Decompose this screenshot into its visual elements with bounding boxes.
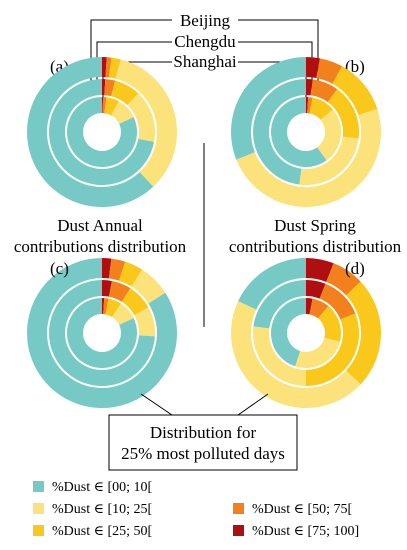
donut-chart-c	[26, 257, 177, 408]
ring-segment-beijing-class-4	[306, 258, 334, 282]
ring-segment-chengdu-class-3	[310, 79, 338, 103]
legend-label-0: %Dust ∈ [00; 10[	[52, 480, 153, 495]
ring-segment-shanghai-class-2	[318, 306, 341, 342]
ring-segment-shanghai-class-3	[103, 298, 109, 315]
caption-polluted-line1: Distribution for	[150, 423, 257, 442]
ring-segment-chengdu-class-1	[299, 136, 359, 185]
legend-swatch-0	[33, 481, 44, 492]
ring-segment-shanghai-class-2	[104, 97, 119, 116]
legend: %Dust ∈ [00; 10[ %Dust ∈ [10; 25[ %Dust …	[33, 480, 359, 539]
ring-segment-beijing-class-3	[326, 263, 361, 296]
ring-segment-chengdu-class-2	[327, 89, 359, 139]
ring-segment-beijing-class-4	[102, 257, 112, 279]
ring-segment-chengdu-class-4	[306, 280, 326, 299]
ring-segment-chengdu-class-0	[253, 280, 306, 329]
donut-chart-a	[26, 57, 177, 207]
legend-swatch-3	[233, 503, 244, 514]
city-label-shanghai: Shanghai	[173, 52, 237, 71]
legend-label-1: %Dust ∈ [10; 25[	[52, 502, 153, 517]
ring-segment-beijing-class-2	[332, 66, 378, 115]
ring-segment-shanghai-class-4	[102, 298, 105, 315]
legend-label-4: %Dust ∈ [75; 100]	[252, 524, 359, 539]
ring-segment-beijing-class-4	[102, 57, 107, 78]
ring-segment-beijing-class-0	[26, 57, 154, 207]
ring-segment-chengdu-class-0	[48, 79, 155, 185]
ring-segment-shanghai-class-2	[309, 97, 333, 120]
ring-segment-chengdu-class-4	[102, 78, 106, 96]
ring-segment-beijing-class-3	[316, 58, 343, 84]
ring-segment-chengdu-class-3	[104, 79, 116, 97]
ring-segment-beijing-class-2	[119, 261, 143, 287]
ring-segment-shanghai-class-2	[105, 298, 121, 317]
legend-label-2: %Dust ∈ [25; 50[	[52, 524, 153, 539]
ring-segment-shanghai-class-4	[306, 298, 313, 315]
ring-segment-shanghai-class-4	[306, 97, 309, 114]
city-label-beijing: Beijing	[180, 11, 231, 30]
ring-segment-chengdu-class-3	[108, 280, 131, 302]
donut-chart-d	[231, 258, 381, 408]
caption-polluted-line2: 25% most polluted days	[121, 444, 285, 463]
city-label-chengdu: Chengdu	[174, 32, 236, 51]
ring-segment-shanghai-class-3	[309, 298, 329, 319]
ring-segment-shanghai-class-3	[307, 97, 313, 114]
ring-segment-shanghai-class-0	[271, 97, 327, 167]
ring-segment-shanghai-class-0	[66, 298, 137, 369]
caption-annual-line2: contributions distribution	[14, 237, 187, 256]
ring-segment-beijing-class-4	[306, 57, 321, 78]
ring-segment-shanghai-class-0	[270, 297, 306, 367]
ring-segment-beijing-class-1	[231, 301, 361, 408]
ring-segment-shanghai-class-1	[317, 109, 342, 161]
legend-swatch-2	[33, 525, 44, 536]
panel-label-c: (c)	[50, 259, 69, 278]
ring-segment-chengdu-class-2	[111, 80, 139, 106]
ring-segment-beijing-class-0	[231, 57, 306, 160]
ring-segment-shanghai-class-0	[66, 97, 137, 167]
ring-segment-shanghai-class-1	[111, 101, 134, 124]
ring-segment-shanghai-class-3	[102, 97, 107, 114]
box-connector-lines	[140, 393, 269, 416]
ring-segment-shanghai-class-1	[295, 337, 340, 369]
ring-segment-beijing-class-3	[105, 57, 112, 78]
legend-swatch-1	[33, 503, 44, 514]
ring-segment-chengdu-class-1	[253, 326, 306, 386]
caption-annual-line1: Dust Annual	[57, 216, 143, 235]
ring-segment-chengdu-class-1	[134, 307, 156, 337]
ring-segment-chengdu-class-0	[253, 79, 306, 185]
ring-segment-chengdu-class-2	[306, 313, 360, 386]
legend-swatch-4	[233, 525, 244, 536]
ring-segment-chengdu-class-1	[127, 93, 155, 142]
ring-segment-chengdu-class-4	[102, 280, 112, 297]
ring-segment-chengdu-class-3	[319, 283, 356, 320]
ring-segment-shanghai-class-4	[102, 97, 104, 114]
ring-segment-chengdu-class-0	[49, 280, 155, 386]
legend-label-3: %Dust ∈ [50; 75[	[252, 502, 353, 517]
caption-spring-line1: Dust Spring	[274, 216, 356, 235]
ring-segment-beijing-class-2	[346, 281, 381, 385]
ring-segment-beijing-class-1	[236, 108, 381, 207]
caption-spring-line2: contributions distribution	[229, 237, 402, 256]
donut-chart-b	[231, 57, 381, 207]
ring-segment-beijing-class-0	[238, 258, 306, 310]
ring-segment-beijing-class-1	[131, 269, 166, 304]
ring-segment-beijing-class-1	[115, 59, 177, 187]
ring-segment-beijing-class-2	[108, 57, 121, 79]
polluted-days-box	[108, 414, 298, 471]
ring-segment-beijing-class-3	[108, 258, 126, 281]
ring-segment-chengdu-class-4	[306, 79, 313, 96]
ring-segment-chengdu-class-2	[121, 288, 149, 316]
panel-label-d: (d)	[345, 259, 365, 278]
ring-segment-shanghai-class-1	[112, 303, 134, 325]
